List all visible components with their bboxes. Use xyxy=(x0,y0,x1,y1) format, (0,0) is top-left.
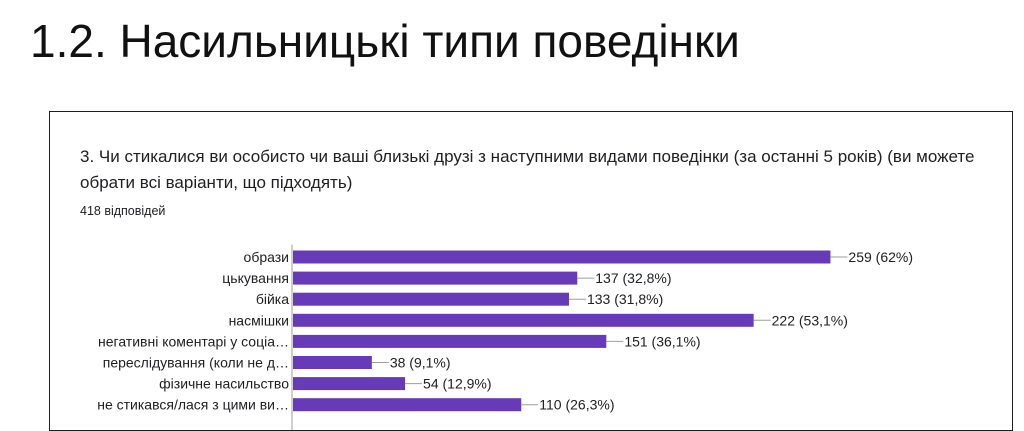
category-label: не стикався/лася з цими ви… xyxy=(97,397,289,413)
question-title: 3. Чи стикалися ви особисто чи ваші близ… xyxy=(80,147,975,192)
bar xyxy=(293,292,569,306)
data-label: 259 (62%) xyxy=(848,249,913,265)
bar-chart: образи 259 (62%) цькування 137 (32,8%) бійка… xyxy=(97,244,913,430)
bar xyxy=(293,271,578,285)
bar xyxy=(293,377,406,391)
bar xyxy=(293,250,831,264)
bar xyxy=(293,334,607,348)
chart-card: 3. Чи стикалися ви особисто чи ваші близ… xyxy=(49,111,1013,431)
category-label: фізичне насильство xyxy=(159,376,289,392)
category-label: насмішки xyxy=(229,312,289,328)
category-label: негативні коментарі у соціа… xyxy=(98,333,289,349)
category-label: бійка xyxy=(256,291,289,307)
responses-count: 418 відповідей xyxy=(80,204,166,218)
bar xyxy=(293,356,372,369)
bar xyxy=(293,398,522,412)
data-label: 38 (9,1%) xyxy=(390,355,451,371)
category-label: образи xyxy=(244,249,289,265)
category-label: переслідування (коли не д… xyxy=(103,355,289,371)
category-label: цькування xyxy=(222,270,289,286)
bar xyxy=(293,313,754,327)
data-label: 137 (32,8%) xyxy=(595,270,671,286)
data-label: 133 (31,8%) xyxy=(587,291,663,307)
data-label: 222 (53,1%) xyxy=(772,312,848,328)
data-label: 151 (36,1%) xyxy=(624,333,700,349)
data-label: 54 (12,9%) xyxy=(423,376,491,392)
slide-title: 1.2. Насильницькі типи поведінки xyxy=(30,15,740,67)
data-label: 110 (26,3%) xyxy=(539,397,614,413)
